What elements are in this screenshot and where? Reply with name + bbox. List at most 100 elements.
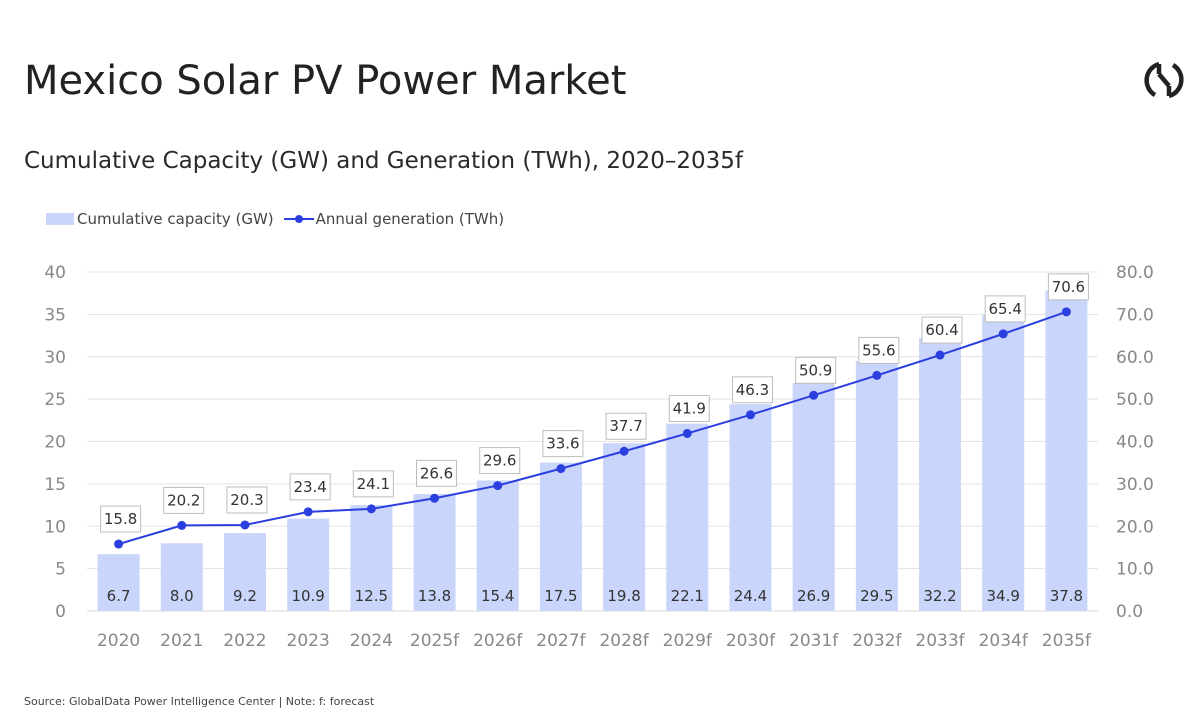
y-left-tick-label: 20: [44, 433, 66, 453]
capacity-bar: [666, 423, 709, 611]
y-right-tick-label: 0.0: [1116, 602, 1143, 622]
y-right-tick-label: 20.0: [1116, 517, 1154, 537]
generation-point-label: 23.4: [293, 478, 326, 496]
x-tick-label: 2029f: [663, 631, 713, 651]
x-tick-label: 2025f: [410, 631, 460, 651]
generation-label-box: [731, 376, 773, 404]
generation-label-box: [605, 412, 647, 440]
generation-label-box: [100, 505, 142, 533]
capacity-bar: [982, 315, 1025, 611]
y-left-tick-label: 0: [55, 602, 66, 622]
y-right-tick-label: 80.0: [1116, 263, 1154, 283]
capacity-bar: [539, 462, 582, 611]
y-left-tick-label: 35: [44, 305, 66, 325]
capacity-bar: [223, 533, 266, 611]
y-left-tick-label: 40: [44, 263, 66, 283]
capacity-bar: [476, 480, 519, 611]
chart-subtitle: Cumulative Capacity (GW) and Generation …: [24, 148, 744, 174]
generation-point: [682, 428, 692, 438]
generation-label-box: [921, 316, 963, 344]
capacity-bar-label: 12.5: [355, 587, 388, 605]
y-left-tick-label: 5: [55, 560, 66, 580]
generation-point: [556, 464, 566, 474]
generation-point: [998, 329, 1008, 339]
capacity-bar-label: 13.8: [418, 587, 451, 605]
capacity-bar-label: 24.4: [734, 587, 767, 605]
generation-point: [809, 390, 819, 400]
generation-label-box: [668, 394, 710, 422]
capacity-bar-label: 32.2: [923, 587, 956, 605]
legend-line-swatch: [283, 215, 314, 223]
generation-label-box: [984, 295, 1026, 323]
capacity-bar-label: 29.5: [860, 587, 893, 605]
y-left-tick-label: 25: [44, 390, 66, 410]
capacity-bar: [855, 360, 898, 611]
capacity-bar-label: 8.0: [170, 587, 194, 605]
generation-point-label: 20.3: [230, 491, 263, 509]
x-tick-label: 2023: [287, 631, 330, 651]
capacity-bar: [350, 505, 393, 611]
generation-label-box: [416, 459, 458, 487]
capacity-bar: [413, 494, 456, 611]
generation-point-label: 26.6: [420, 464, 453, 482]
line-labels: 15.8 20.2 20.3 23.4 24.1 26.6 29.6 33.6 37.7 41.9…: [100, 273, 1089, 533]
generation-point-label: 24.1: [357, 475, 390, 493]
bar-labels: 6.7 8.0 9.2 10.9 12.5 13.8 15.4 17.5 19.8 22.1 24.…: [107, 587, 1083, 605]
capacity-bar-label: 22.1: [671, 587, 704, 605]
x-tick-label: 2021: [160, 631, 203, 651]
capacity-bar: [919, 338, 962, 611]
generation-point-label: 65.4: [989, 300, 1022, 318]
capacity-bar-label: 34.9: [987, 587, 1020, 605]
capacity-bar-label: 10.9: [291, 587, 324, 605]
generation-label-box: [289, 473, 331, 501]
x-tick-label: 2022: [223, 631, 266, 651]
page-title: Mexico Solar PV Power Market: [24, 58, 627, 104]
generation-point-label: 41.9: [673, 399, 706, 417]
capacity-bar: [160, 543, 203, 611]
capacity-bar: [729, 404, 772, 611]
generation-point: [430, 493, 440, 503]
capacity-bar-label: 26.9: [797, 587, 830, 605]
generation-point: [745, 410, 755, 420]
generation-line: [114, 307, 1071, 549]
generation-point: [1061, 307, 1071, 317]
capacity-bar-label: 9.2: [233, 587, 257, 605]
generation-point-label: 15.8: [104, 510, 137, 528]
generation-line-path: [118, 310, 1067, 546]
generation-point: [366, 504, 376, 514]
generation-point-label: 33.6: [546, 435, 579, 453]
generation-label-box: [542, 430, 584, 458]
generation-label-box: [226, 486, 268, 514]
generation-point-label: 70.6: [1052, 278, 1085, 296]
y-right-tick-label: 40.0: [1116, 433, 1154, 453]
capacity-bar-label: 15.4: [481, 587, 514, 605]
generation-label-box: [858, 336, 900, 364]
source-note: Source: GlobalData Power Intelligence Ce…: [24, 695, 375, 708]
y-left-tick-label: 15: [44, 475, 66, 495]
legend-bar-swatch: [46, 213, 74, 225]
y-right-tick-label: 10.0: [1116, 560, 1154, 580]
generation-point: [303, 507, 313, 517]
capacity-bar: [1045, 290, 1088, 611]
generation-point: [240, 520, 250, 530]
axes: 0 5 10 15 20 25 30 35 40 0.0 10.0 20.0 30.0 40.0 50.0 6…: [44, 263, 1154, 651]
generation-point-label: 46.3: [736, 381, 769, 399]
x-tick-label: 2035f: [1042, 631, 1092, 651]
capacity-bar-label: 37.8: [1050, 587, 1083, 605]
x-tick-label: 2031f: [789, 631, 839, 651]
y-right-tick-label: 30.0: [1116, 475, 1154, 495]
generation-label-box: [163, 486, 205, 514]
generation-point-label: 29.6: [483, 452, 516, 470]
capacity-bar: [97, 554, 140, 611]
x-tick-label: 2030f: [726, 631, 776, 651]
capacity-bar-label: 17.5: [544, 587, 577, 605]
x-tick-label: 2026f: [473, 631, 523, 651]
generation-point: [619, 446, 629, 456]
generation-label-box: [795, 356, 837, 384]
y-left-tick-label: 30: [44, 348, 66, 368]
generation-point-label: 55.6: [862, 341, 895, 359]
x-tick-label: 2028f: [599, 631, 649, 651]
generation-point: [935, 350, 945, 360]
generation-point: [177, 520, 187, 530]
